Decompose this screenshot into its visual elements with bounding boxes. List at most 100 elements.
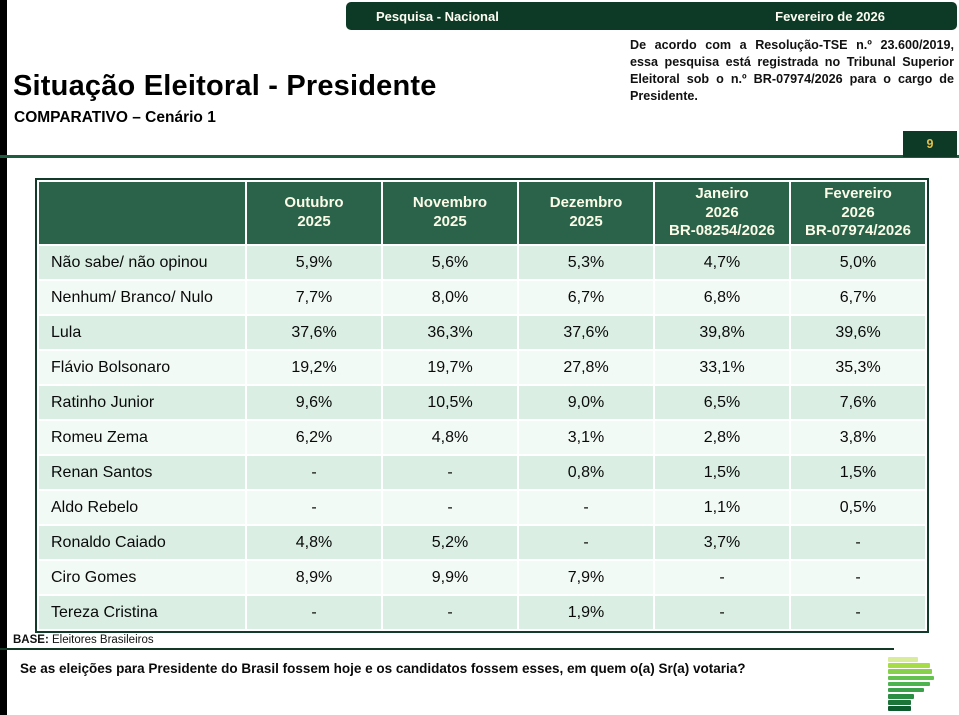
value-cell: 7,9% xyxy=(519,561,653,594)
value-cell: 39,6% xyxy=(791,316,925,349)
candidate-name-cell: Ciro Gomes xyxy=(39,561,245,594)
tse-registration-note: De acordo com a Resolução-TSE n.º 23.600… xyxy=(630,38,954,103)
value-cell: 6,7% xyxy=(519,281,653,314)
table-row: Ronaldo Caiado 4,8% 5,2% -3,7% - xyxy=(39,526,925,559)
value-cell: 6,7% xyxy=(791,281,925,314)
table-row: Nenhum/ Branco/ Nulo 7,7% 8,0% 6,7% 6,8% 6,7% xyxy=(39,281,925,314)
results-table: Outubro 2025 Novembro 2025 Dezembro 2025 Ja… xyxy=(35,178,929,633)
value-cell: - xyxy=(383,491,517,524)
value-cell: 27,8% xyxy=(519,351,653,384)
table-row: Flávio Bolsonaro 19,2% 19,7% 27,8% 33,1% 35,3… xyxy=(39,351,925,384)
logo-bar xyxy=(888,663,931,668)
value-cell: 1,9% xyxy=(519,596,653,629)
page-title: Situação Eleitoral - Presidente xyxy=(13,70,437,102)
table-row: Renan Santos - -0,8% 1,5% 1,5% xyxy=(39,456,925,489)
table-row: Ratinho Junior 9,6% 10,5% 9,0% 6,5% 7,6% xyxy=(39,386,925,419)
value-cell: 37,6% xyxy=(519,316,653,349)
candidate-name-cell: Tereza Cristina xyxy=(39,596,245,629)
value-cell: - xyxy=(791,561,925,594)
table-row: Tereza Cristina - -1,9% - - xyxy=(39,596,925,629)
value-cell: 4,7% xyxy=(655,246,789,279)
candidate-name-cell: Não sabe/ não opinou xyxy=(39,246,245,279)
value-cell: 5,3% xyxy=(519,246,653,279)
value-cell: 6,2% xyxy=(247,421,381,454)
parana-pesquisas-logo xyxy=(888,657,936,711)
value-cell: 8,0% xyxy=(383,281,517,314)
value-cell: 7,7% xyxy=(247,281,381,314)
candidate-name-cell: Aldo Rebelo xyxy=(39,491,245,524)
candidate-name-cell: Renan Santos xyxy=(39,456,245,489)
value-cell: 4,8% xyxy=(383,421,517,454)
top-bar: Pesquisa - Nacional Fevereiro de 2026 xyxy=(346,2,957,30)
value-cell: - xyxy=(383,596,517,629)
logo-bar xyxy=(888,669,933,674)
candidate-name-cell: Romeu Zema xyxy=(39,421,245,454)
candidate-name-cell: Lula xyxy=(39,316,245,349)
top-bar-right-label: Fevereiro de 2026 xyxy=(775,8,885,24)
month-header-cell: Outubro 2025 xyxy=(247,182,381,244)
value-cell: 1,5% xyxy=(655,456,789,489)
value-cell: 9,6% xyxy=(247,386,381,419)
table-row: Lula 37,6% 36,3% 37,6% 39,8% 39,6% xyxy=(39,316,925,349)
value-cell: 5,0% xyxy=(791,246,925,279)
candidate-name-cell: Ronaldo Caiado xyxy=(39,526,245,559)
page-number: 9 xyxy=(926,137,934,151)
base-note-prefix: BASE: xyxy=(13,634,49,646)
value-cell: 19,2% xyxy=(247,351,381,384)
value-cell: - xyxy=(791,596,925,629)
page-subtitle: COMPARATIVO – Cenário 1 xyxy=(14,109,216,126)
value-cell: 36,3% xyxy=(383,316,517,349)
value-cell: 3,7% xyxy=(655,526,789,559)
page-number-badge: 9 xyxy=(903,131,957,157)
value-cell: - xyxy=(383,456,517,489)
value-cell: - xyxy=(519,526,653,559)
candidate-name-cell: Nenhum/ Branco/ Nulo xyxy=(39,281,245,314)
base-note: BASE: Eleitores Brasileiros xyxy=(13,634,154,646)
candidate-name-cell: Flávio Bolsonaro xyxy=(39,351,245,384)
value-cell: 1,5% xyxy=(791,456,925,489)
value-cell: 9,0% xyxy=(519,386,653,419)
top-bar-left-label: Pesquisa - Nacional xyxy=(376,8,499,24)
table-row: Não sabe/ não opinou 5,9% 5,6% 5,3% 4,7% 5,0% xyxy=(39,246,925,279)
table-body: Não sabe/ não opinou 5,9% 5,6% 5,3% 4,7% 5,0%… xyxy=(39,246,925,629)
value-cell: - xyxy=(247,456,381,489)
base-note-text: Eleitores Brasileiros xyxy=(48,634,154,646)
value-cell: 37,6% xyxy=(247,316,381,349)
value-cell: 2,8% xyxy=(655,421,789,454)
value-cell: 39,8% xyxy=(655,316,789,349)
table-row: Ciro Gomes 8,9% 9,9% 7,9% - - xyxy=(39,561,925,594)
logo-bar xyxy=(888,687,925,693)
value-cell: 5,6% xyxy=(383,246,517,279)
value-cell: 10,5% xyxy=(383,386,517,419)
results-table-wrap: Outubro 2025 Novembro 2025 Dezembro 2025 Ja… xyxy=(35,178,929,633)
value-cell: 0,5% xyxy=(791,491,925,524)
value-cell: - xyxy=(519,491,653,524)
value-cell: - xyxy=(655,561,789,594)
value-cell: - xyxy=(791,526,925,559)
logo-bar xyxy=(888,700,912,705)
table-row: Romeu Zema 6,2% 4,8% 3,1% 2,8% 3,8% xyxy=(39,421,925,454)
value-cell: 33,1% xyxy=(655,351,789,384)
bottom-divider xyxy=(0,648,894,650)
value-cell: 9,9% xyxy=(383,561,517,594)
month-header-cell: Janeiro 2026 BR-08254/2026 xyxy=(655,182,789,244)
logo-bar xyxy=(888,706,912,711)
value-cell: 19,7% xyxy=(383,351,517,384)
candidate-name-cell: Ratinho Junior xyxy=(39,386,245,419)
value-cell: 5,2% xyxy=(383,526,517,559)
value-cell: 1,1% xyxy=(655,491,789,524)
month-header-cell: Novembro 2025 xyxy=(383,182,517,244)
logo-bar xyxy=(888,694,914,699)
value-cell: 0,8% xyxy=(519,456,653,489)
value-cell: - xyxy=(247,491,381,524)
month-header-cell: Dezembro 2025 xyxy=(519,182,653,244)
value-cell: 3,8% xyxy=(791,421,925,454)
table-header: Outubro 2025 Novembro 2025 Dezembro 2025 Ja… xyxy=(39,182,925,244)
month-header-cell: Fevereiro 2026 BR-07974/2026 xyxy=(791,182,925,244)
value-cell: 8,9% xyxy=(247,561,381,594)
table-header-row: Outubro 2025 Novembro 2025 Dezembro 2025 Ja… xyxy=(39,182,925,244)
value-cell: 3,1% xyxy=(519,421,653,454)
title-divider xyxy=(0,155,959,158)
value-cell: 7,6% xyxy=(791,386,925,419)
table-corner-cell xyxy=(39,182,245,244)
